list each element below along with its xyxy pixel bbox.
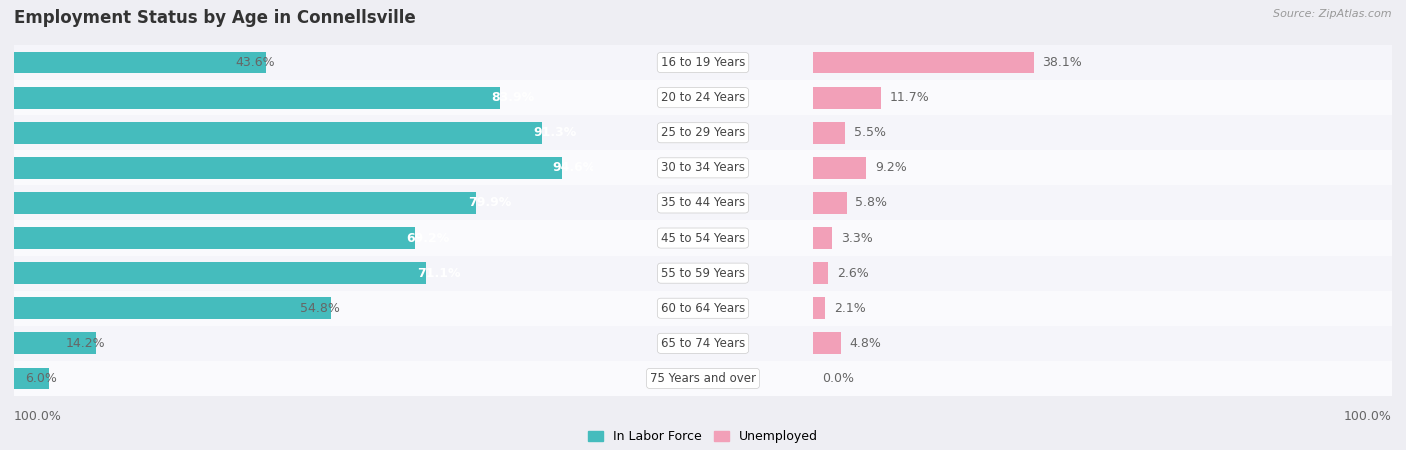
Text: 25 to 29 Years: 25 to 29 Years xyxy=(661,126,745,139)
Text: 71.1%: 71.1% xyxy=(416,267,460,279)
Text: 0.0%: 0.0% xyxy=(823,372,853,385)
Bar xyxy=(14,87,499,108)
Text: 14.2%: 14.2% xyxy=(65,337,105,350)
Bar xyxy=(14,192,477,214)
Bar xyxy=(813,52,1033,73)
FancyBboxPatch shape xyxy=(593,80,1406,115)
Bar xyxy=(14,297,332,319)
Bar xyxy=(813,333,841,354)
FancyBboxPatch shape xyxy=(813,291,1406,326)
Text: 35 to 44 Years: 35 to 44 Years xyxy=(661,197,745,209)
Text: 6.0%: 6.0% xyxy=(25,372,58,385)
Bar xyxy=(813,262,828,284)
Text: 5.8%: 5.8% xyxy=(855,197,887,209)
FancyBboxPatch shape xyxy=(0,326,593,361)
FancyBboxPatch shape xyxy=(593,115,1406,150)
FancyBboxPatch shape xyxy=(0,185,593,220)
FancyBboxPatch shape xyxy=(813,361,1406,396)
Text: 2.6%: 2.6% xyxy=(837,267,869,279)
Text: 100.0%: 100.0% xyxy=(14,410,62,423)
Bar xyxy=(813,87,882,108)
Text: 91.3%: 91.3% xyxy=(534,126,576,139)
FancyBboxPatch shape xyxy=(0,115,593,150)
FancyBboxPatch shape xyxy=(0,150,593,185)
Text: 100.0%: 100.0% xyxy=(1344,410,1392,423)
FancyBboxPatch shape xyxy=(0,291,593,326)
Bar xyxy=(14,52,266,73)
Bar xyxy=(813,122,845,144)
Bar xyxy=(14,227,415,249)
FancyBboxPatch shape xyxy=(593,256,1406,291)
Text: 2.1%: 2.1% xyxy=(834,302,866,315)
FancyBboxPatch shape xyxy=(593,291,1406,326)
FancyBboxPatch shape xyxy=(813,326,1406,361)
FancyBboxPatch shape xyxy=(813,185,1406,220)
Text: 9.2%: 9.2% xyxy=(875,162,907,174)
FancyBboxPatch shape xyxy=(0,256,593,291)
Text: 79.9%: 79.9% xyxy=(468,197,510,209)
FancyBboxPatch shape xyxy=(0,220,593,256)
FancyBboxPatch shape xyxy=(813,150,1406,185)
Text: 43.6%: 43.6% xyxy=(235,56,276,69)
FancyBboxPatch shape xyxy=(0,361,593,396)
Text: Source: ZipAtlas.com: Source: ZipAtlas.com xyxy=(1274,9,1392,19)
Text: 60 to 64 Years: 60 to 64 Years xyxy=(661,302,745,315)
Text: Employment Status by Age in Connellsville: Employment Status by Age in Connellsvill… xyxy=(14,9,416,27)
Text: 75 Years and over: 75 Years and over xyxy=(650,372,756,385)
Bar xyxy=(813,227,832,249)
Bar xyxy=(813,297,825,319)
Text: 45 to 54 Years: 45 to 54 Years xyxy=(661,232,745,244)
FancyBboxPatch shape xyxy=(0,80,593,115)
Text: 94.6%: 94.6% xyxy=(553,162,596,174)
Bar xyxy=(813,192,846,214)
Bar xyxy=(14,262,426,284)
Text: 4.8%: 4.8% xyxy=(849,337,882,350)
FancyBboxPatch shape xyxy=(593,150,1406,185)
Legend: In Labor Force, Unemployed: In Labor Force, Unemployed xyxy=(588,430,818,443)
Text: 55 to 59 Years: 55 to 59 Years xyxy=(661,267,745,279)
FancyBboxPatch shape xyxy=(593,45,1406,80)
FancyBboxPatch shape xyxy=(593,185,1406,220)
Text: 83.9%: 83.9% xyxy=(491,91,534,104)
Text: 30 to 34 Years: 30 to 34 Years xyxy=(661,162,745,174)
Text: 20 to 24 Years: 20 to 24 Years xyxy=(661,91,745,104)
FancyBboxPatch shape xyxy=(813,220,1406,256)
Bar xyxy=(14,157,561,179)
FancyBboxPatch shape xyxy=(593,361,1406,396)
Text: 65 to 74 Years: 65 to 74 Years xyxy=(661,337,745,350)
FancyBboxPatch shape xyxy=(813,80,1406,115)
FancyBboxPatch shape xyxy=(813,115,1406,150)
Text: 16 to 19 Years: 16 to 19 Years xyxy=(661,56,745,69)
FancyBboxPatch shape xyxy=(0,45,593,80)
Bar xyxy=(14,333,96,354)
FancyBboxPatch shape xyxy=(813,45,1406,80)
Text: 5.5%: 5.5% xyxy=(853,126,886,139)
Text: 54.8%: 54.8% xyxy=(299,302,340,315)
FancyBboxPatch shape xyxy=(593,220,1406,256)
Bar xyxy=(14,368,49,389)
FancyBboxPatch shape xyxy=(593,326,1406,361)
Bar xyxy=(14,122,543,144)
Text: 38.1%: 38.1% xyxy=(1042,56,1083,69)
Text: 69.2%: 69.2% xyxy=(406,232,449,244)
Text: 3.3%: 3.3% xyxy=(841,232,873,244)
Text: 11.7%: 11.7% xyxy=(890,91,929,104)
Bar xyxy=(813,157,866,179)
FancyBboxPatch shape xyxy=(813,256,1406,291)
